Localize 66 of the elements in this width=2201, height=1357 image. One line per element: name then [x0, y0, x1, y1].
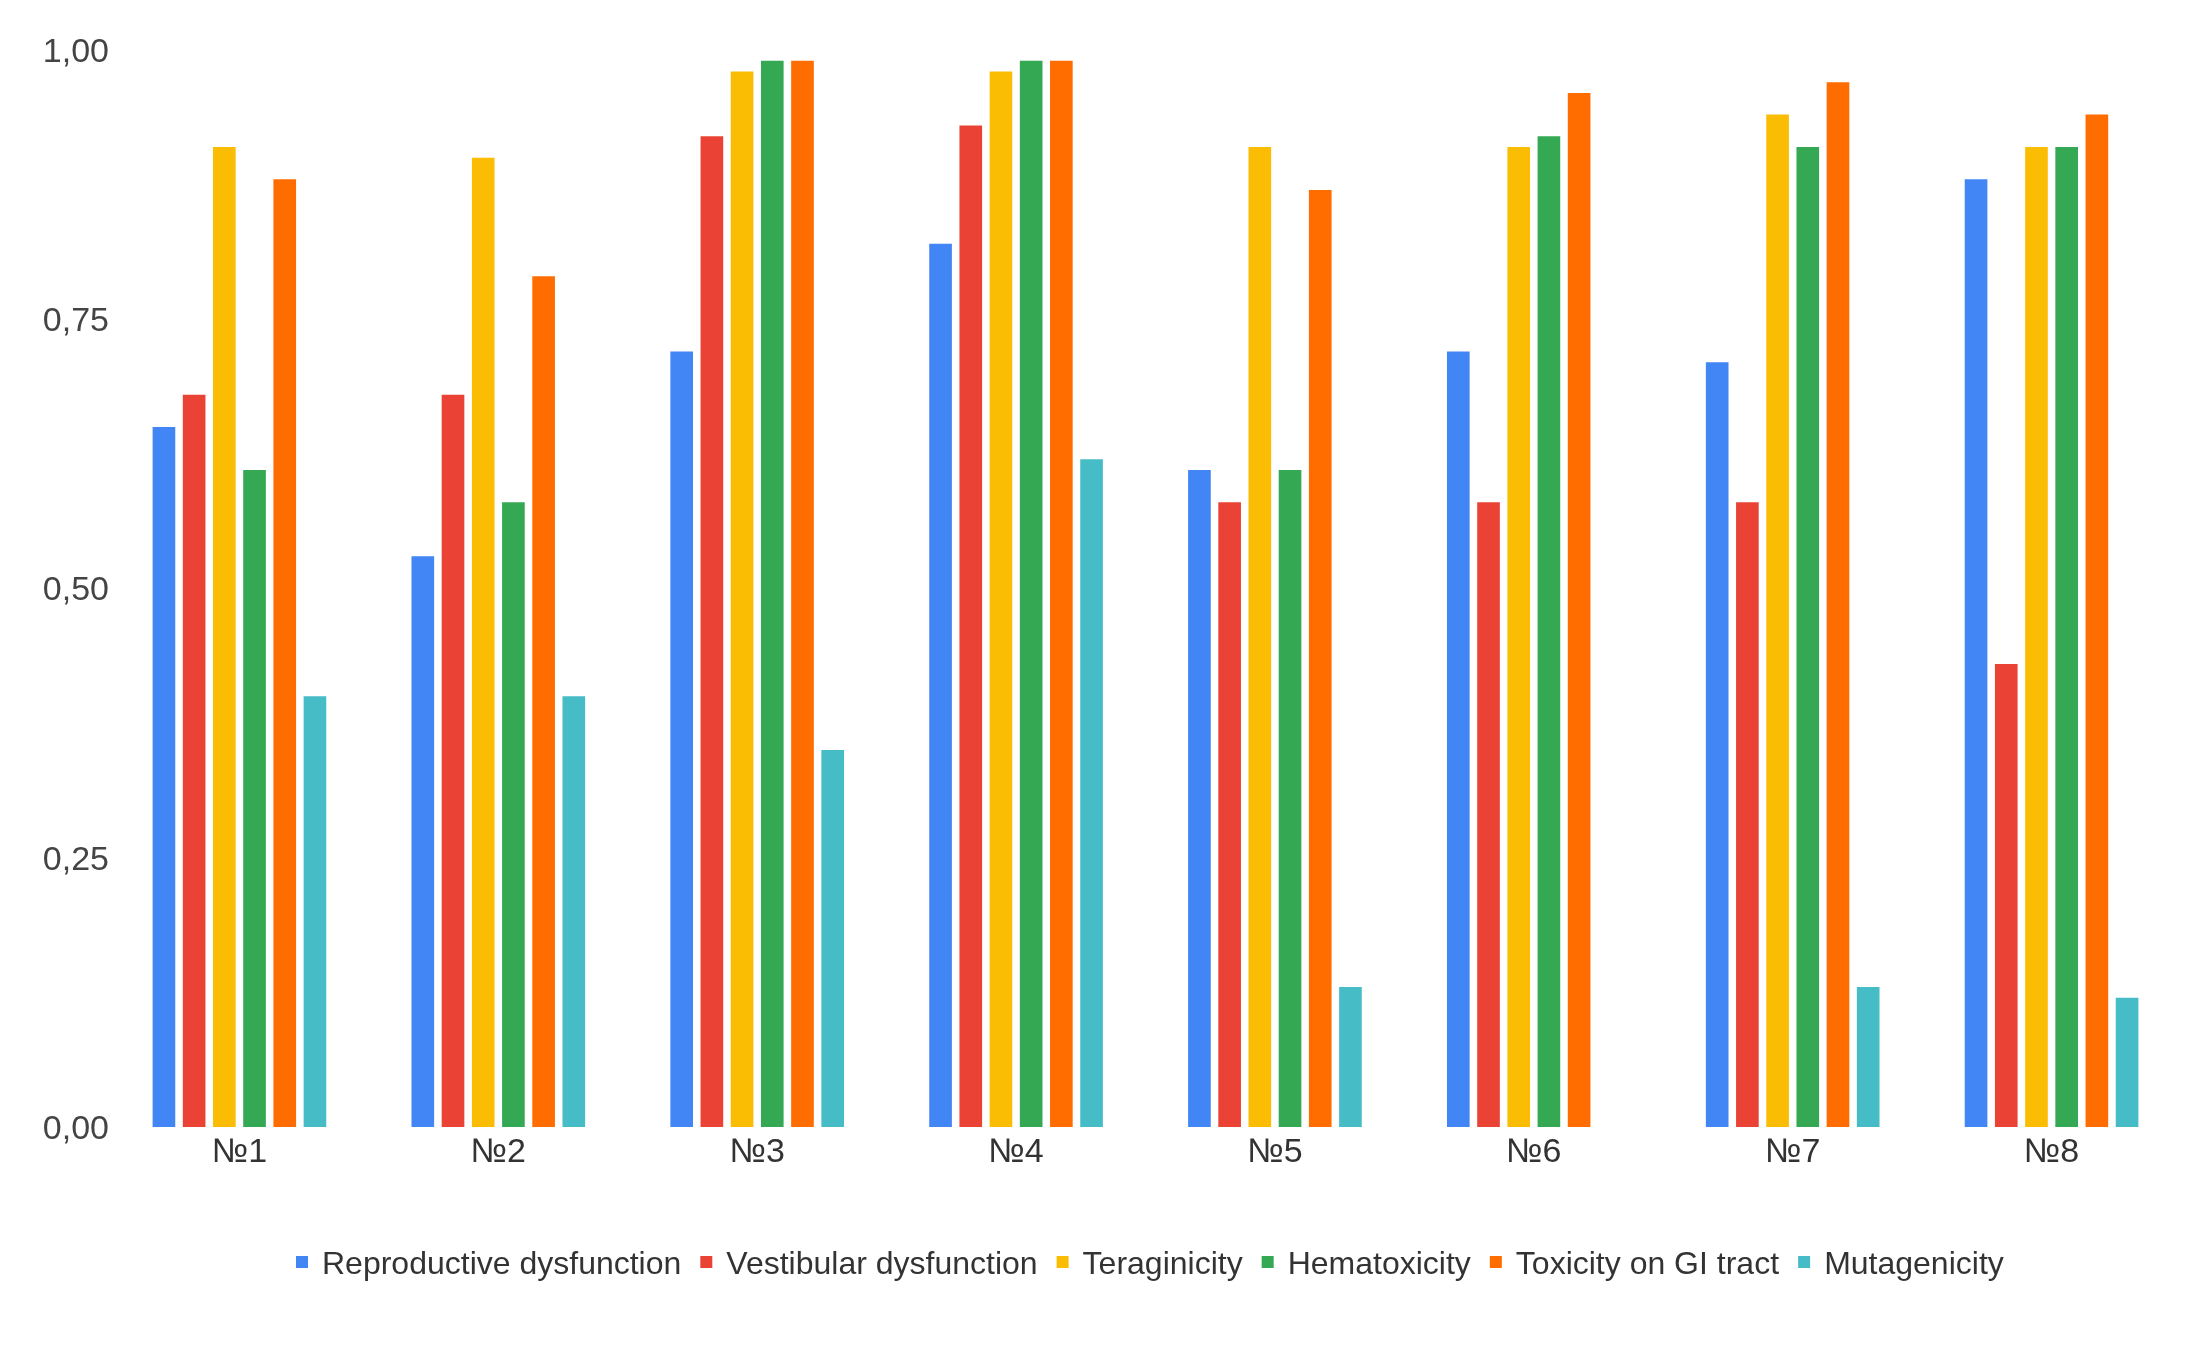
y-tick-label: 0,75 [42, 300, 109, 339]
bar [532, 276, 555, 1127]
x-tick-label: №1 [211, 1131, 268, 1169]
x-tick-label: №3 [729, 1131, 785, 1169]
bar [670, 351, 694, 1127]
bar [1188, 470, 1211, 1127]
bar [1339, 986, 1362, 1127]
bar [1050, 60, 1073, 1127]
bar [1567, 93, 1591, 1127]
bar [1507, 146, 1531, 1127]
bar [760, 60, 784, 1127]
bar [700, 136, 724, 1127]
bar [1705, 362, 1729, 1127]
bar [821, 750, 845, 1127]
bar [1964, 179, 1988, 1127]
bar [1796, 146, 1820, 1127]
x-tick-label: №4 [988, 1131, 1044, 1169]
bar [1736, 502, 1759, 1127]
bar [791, 60, 814, 1127]
bar [562, 696, 586, 1127]
bar [303, 696, 327, 1127]
x-tick-label: №8 [2023, 1131, 2080, 1169]
bar [929, 243, 952, 1127]
bar [1856, 986, 1880, 1127]
y-tick-label: 0,00 [42, 1107, 109, 1146]
bar [1826, 82, 1850, 1127]
bar [182, 394, 206, 1127]
bar [441, 394, 465, 1127]
bar [730, 71, 754, 1127]
legend-label: Vestibular dysfunction [726, 1245, 1038, 1282]
bar [471, 157, 495, 1127]
bar [1766, 114, 1789, 1127]
bar [2085, 114, 2109, 1127]
bar [1994, 663, 2018, 1127]
bar [502, 502, 525, 1127]
bar [1218, 502, 1241, 1127]
bar [411, 556, 435, 1127]
bar [959, 125, 983, 1127]
x-tick-label: №5 [1247, 1131, 1303, 1169]
bar [1308, 190, 1332, 1127]
bar [1278, 470, 1302, 1127]
x-tick-label: №7 [1764, 1131, 1821, 1169]
x-tick-label: №6 [1506, 1131, 1562, 1169]
legend-label: Teraginicity [1082, 1245, 1243, 1282]
bar [1019, 60, 1043, 1127]
bar [273, 179, 297, 1127]
y-tick-label: 0,25 [42, 838, 109, 877]
bar [1080, 459, 1103, 1127]
bar [1477, 502, 1500, 1127]
bar [213, 146, 236, 1127]
legend-label: Hematoxicity [1287, 1245, 1471, 1282]
bar [152, 426, 176, 1127]
bar [243, 470, 266, 1127]
x-tick-label: №2 [470, 1131, 527, 1169]
bar [2025, 146, 2048, 1127]
y-tick-label: 1,00 [42, 30, 109, 69]
bar [1537, 136, 1561, 1127]
bar [989, 71, 1013, 1127]
y-tick-label: 0,50 [42, 569, 109, 608]
bar [1446, 351, 1470, 1127]
legend-label: Toxicity on GI tract [1515, 1245, 1780, 1282]
legend-label: Reproductive dysfunction [322, 1245, 682, 1282]
legend-label: Mutagenicity [1824, 1245, 2004, 1282]
bar [2115, 997, 2139, 1127]
bar [1248, 146, 1272, 1127]
bar [2055, 146, 2078, 1127]
